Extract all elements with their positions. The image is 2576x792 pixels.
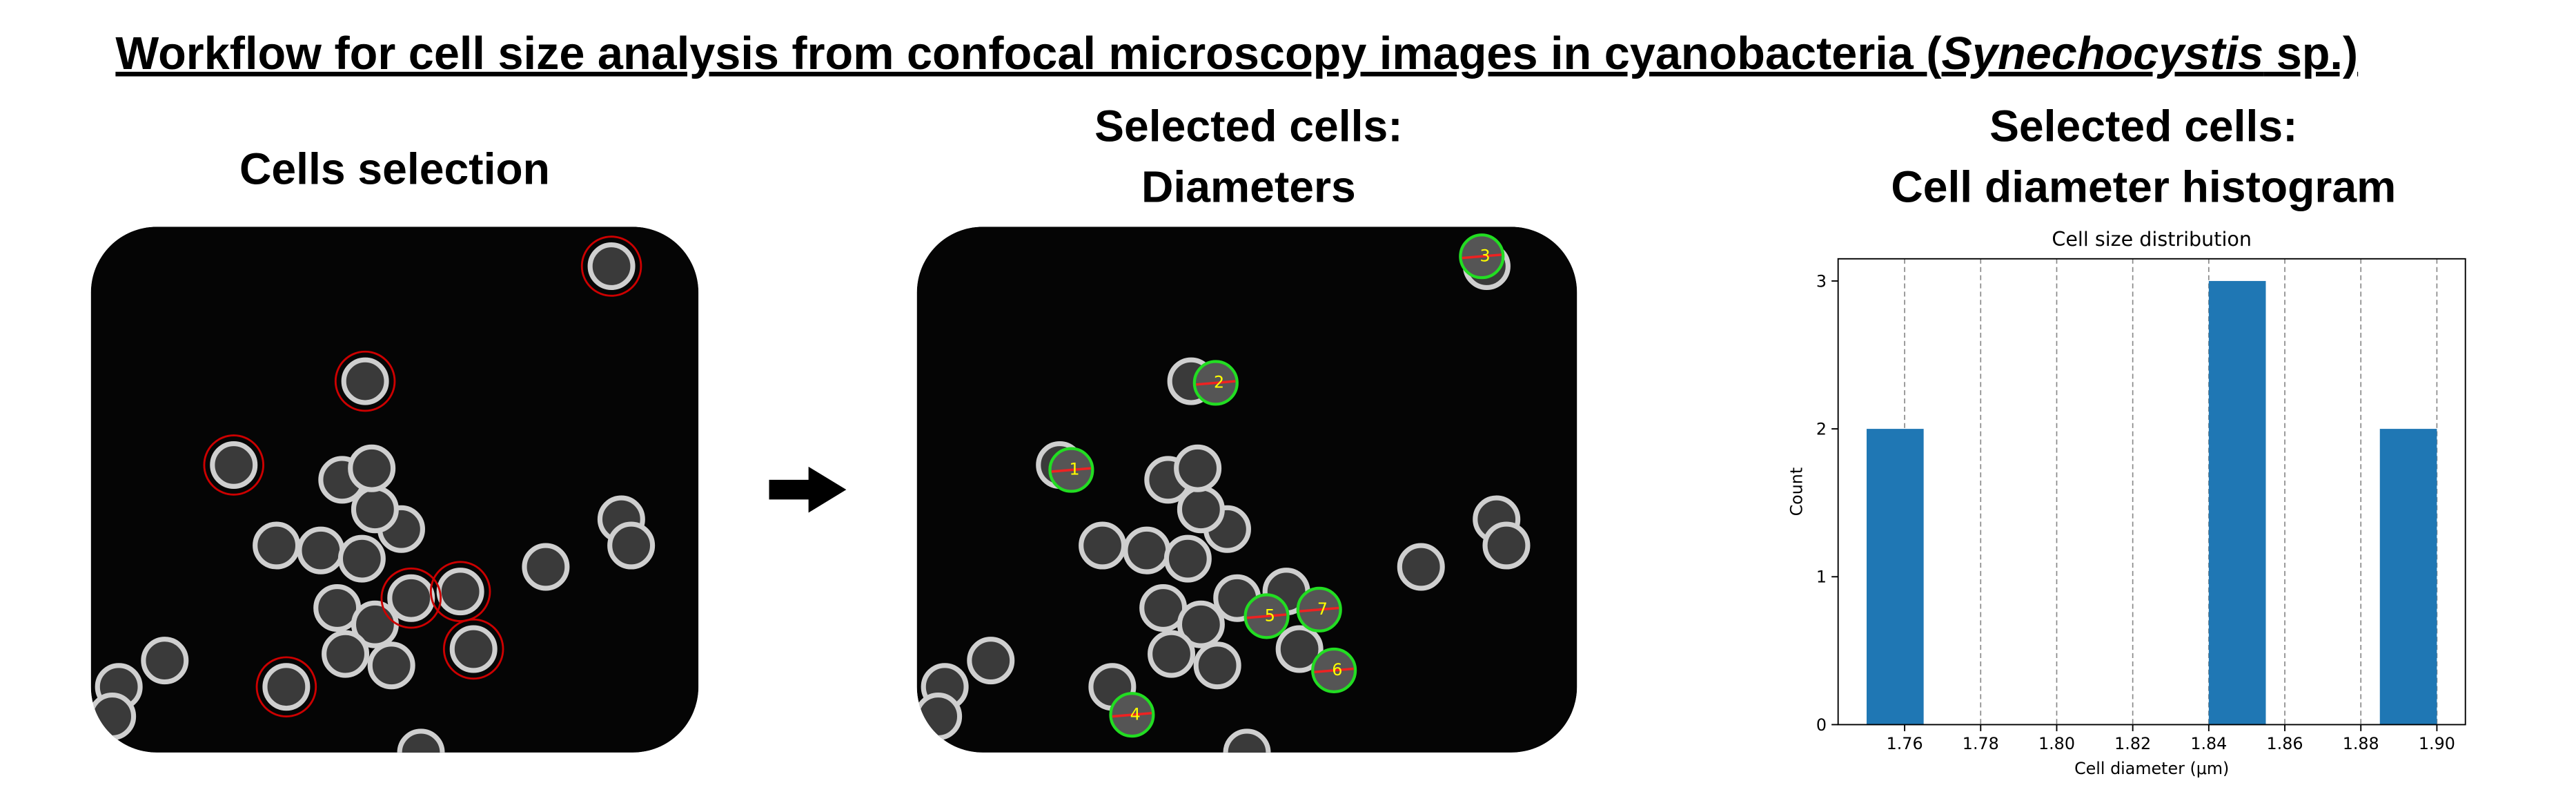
diameter-line [1314,667,1354,674]
cell-label: 6 [1332,660,1342,679]
panel-heading: Cell diameter histogram [1891,162,2396,212]
cell-label: 4 [1130,704,1141,724]
x-tick-label: 1.82 [2114,734,2151,753]
y-tick-label: 3 [1816,271,1827,291]
bar [2379,429,2437,725]
plot-frame [1837,258,2466,726]
cell [1193,641,1241,690]
cell [322,630,370,678]
panel-heading: Selected cells: [1094,102,1402,151]
selection-ring [442,618,504,680]
diameter-line [1112,711,1152,718]
cell-label: 1 [1070,460,1080,479]
selection-ring [429,561,491,622]
chart-title: Cell size distribution [2052,227,2252,251]
cell [1397,543,1445,591]
figure-title: Workflow for cell size analysis from con… [115,28,2358,79]
cell [253,521,301,570]
cell [1148,630,1196,678]
cell [1223,728,1271,753]
bar [1867,429,1924,725]
title-part: sp.) [2263,28,2358,79]
cell [141,637,189,685]
cell [387,574,435,622]
diameter-line [1246,613,1287,619]
x-tick-label: 1.80 [2038,734,2075,753]
microscopy-image: 1 2 3 4 5 6 7 [916,226,1577,753]
cell [436,568,484,616]
cell-label: 3 [1479,246,1490,265]
cell [1079,521,1127,570]
diameter-line [1051,467,1092,473]
bar [2208,280,2266,725]
y-axis-label: Count [1787,467,1806,516]
cell [348,444,396,492]
selection-ring [380,567,442,629]
cell [607,521,656,570]
x-tick-label: 1.88 [2343,734,2379,753]
cell [397,728,445,753]
histogram: 1.76 1.78 1.80 1.82 1.84 1.86 1.88 1.90 0 1 2 3 Cell… [1787,227,2466,778]
cell [367,641,415,690]
selection-ring [580,235,642,297]
cell [210,441,258,489]
cell [1174,444,1222,492]
x-tick-label: 1.78 [1963,734,1999,753]
y-tick-label: 2 [1816,419,1827,438]
cell-label: 7 [1317,599,1328,619]
selection-ring [334,350,396,412]
x-axis-label: Cell diameter (μm) [2074,759,2229,778]
diameter-line [1299,606,1339,613]
diameter-line [1196,380,1236,386]
cell [1177,600,1225,648]
cell [337,534,386,583]
panel-heading: Cells selection [239,144,550,194]
cell [1482,521,1531,570]
cell [341,357,389,405]
x-tick-label: 1.86 [2267,734,2303,753]
cell [1123,526,1171,574]
cell [449,625,498,673]
microscopy-image [90,226,699,753]
selection-ring [203,434,265,496]
cell [522,543,570,591]
cell [967,637,1015,685]
cell [1275,625,1324,673]
panel-heading: Selected cells: [1989,102,2297,151]
cell [916,693,963,741]
cell [262,663,311,711]
x-tick-label: 1.84 [2190,734,2227,753]
x-tick-label: 1.76 [1887,734,1923,753]
cell [297,526,345,574]
cell [587,242,636,291]
arrow [769,466,847,513]
diameter-line [1462,253,1502,260]
title-part: Workflow for cell size analysis from con… [115,28,1942,79]
title-part: Synechocystis [1942,28,2264,79]
cell [90,693,137,741]
cell [1163,534,1212,583]
y-tick-label: 1 [1816,568,1827,587]
cell-label: 5 [1265,606,1275,626]
x-tick-label: 1.90 [2419,734,2455,753]
cell-label: 2 [1214,373,1224,392]
selection-ring [255,656,317,717]
y-tick-label: 0 [1816,715,1827,735]
panel-heading: Diameters [1141,162,1356,212]
